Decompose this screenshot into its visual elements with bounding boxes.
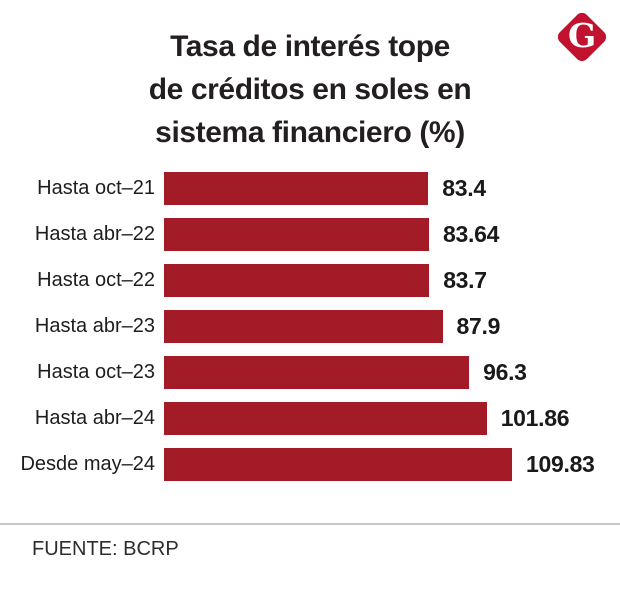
- value-label: 96.3: [483, 359, 527, 385]
- bar-chart: Hasta oct–21 83.4 Hasta abr–22 83.64 Hasta o…: [0, 172, 620, 494]
- source-text: FUENTE: BCRP: [32, 538, 179, 560]
- category-label: Hasta abr–24: [34, 407, 155, 429]
- chart-title: Tasa de interés tope de créditos en sole…: [0, 25, 620, 154]
- chart-row: Desde may–24 109.83: [0, 448, 620, 481]
- chart-row: Hasta oct–23 96.3: [0, 356, 620, 389]
- chart-row: Hasta abr–22 83.64: [0, 218, 620, 251]
- value-label: 109.83: [526, 451, 595, 477]
- title-line-2: de créditos en soles en: [148, 73, 472, 106]
- value-label: 101.86: [500, 405, 570, 431]
- category-label: Hasta abr–23: [34, 315, 155, 337]
- value-label: 87.9: [456, 313, 501, 339]
- bar: [164, 172, 429, 205]
- bar: [164, 448, 512, 481]
- category-label: Hasta abr–22: [34, 223, 155, 245]
- category-label: Hasta oct–23: [37, 361, 155, 383]
- value-label: 83.4: [442, 175, 486, 201]
- bar: [164, 218, 429, 251]
- bar: [164, 310, 443, 343]
- category-label: Hasta oct–22: [37, 269, 155, 291]
- chart-row: Hasta oct–21 83.4: [0, 172, 620, 205]
- chart-row: Hasta oct–22 83.7: [0, 264, 620, 297]
- value-label: 83.7: [443, 267, 487, 293]
- chart-row: Hasta abr–24 101.86: [0, 402, 620, 435]
- bar: [164, 264, 430, 297]
- chart-row: Hasta abr–23 87.9: [0, 310, 620, 343]
- value-label: 83.64: [443, 221, 500, 247]
- footer-divider: [0, 523, 620, 525]
- bar: [164, 402, 487, 435]
- title-line-3: sistema financiero (%): [155, 116, 465, 149]
- category-label: Hasta oct–21: [37, 177, 155, 199]
- bar: [164, 356, 470, 389]
- category-label: Desde may–24: [20, 453, 155, 475]
- title-line-1: Tasa de interés tope: [170, 30, 450, 63]
